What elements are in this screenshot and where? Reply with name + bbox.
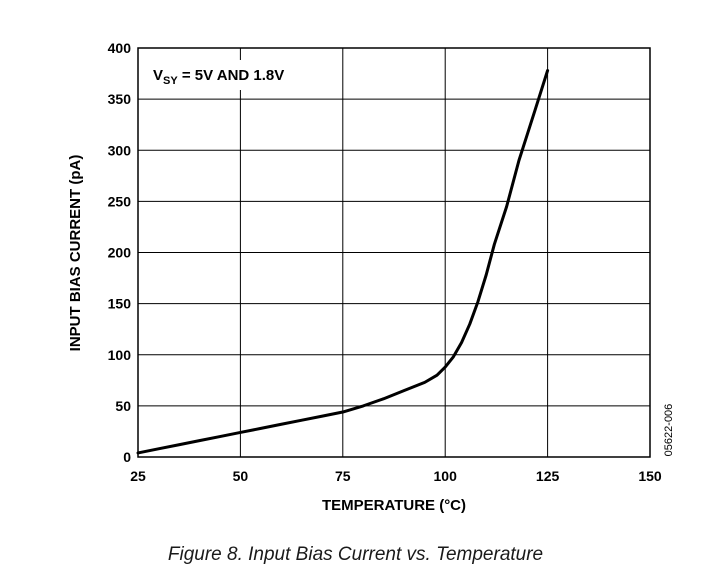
- x-tick-label: 75: [335, 468, 351, 484]
- x-tick-label: 125: [536, 468, 560, 484]
- y-tick-label: 50: [115, 398, 131, 414]
- y-tick-label: 150: [108, 296, 132, 312]
- y-tick-label: 200: [108, 245, 132, 261]
- annotation-subscript: SY: [163, 75, 178, 87]
- x-tick-label: 50: [233, 468, 249, 484]
- x-tick-label: 100: [434, 468, 458, 484]
- annotation-prefix: V: [153, 67, 163, 84]
- figure-code: 05622-006: [663, 404, 675, 457]
- plot-frame: [137, 47, 651, 458]
- y-tick-label: 0: [123, 449, 131, 465]
- x-tick-label: 25: [130, 468, 146, 484]
- x-axis-title: TEMPERATURE (°C): [322, 497, 466, 514]
- x-tick-label: 150: [638, 468, 662, 484]
- y-tick-label: 400: [108, 40, 132, 56]
- plot-area: [136, 69, 550, 455]
- grid: [138, 48, 650, 457]
- svg-text:VSY = 5V AND 1.8V: VSY = 5V AND 1.8V: [153, 67, 284, 87]
- supply-voltage-annotation: VSY = 5V AND 1.8V: [149, 60, 311, 90]
- y-tick-label: 350: [108, 91, 132, 107]
- y-axis-title: INPUT BIAS CURRENT (pA): [67, 155, 84, 352]
- y-tick-label: 100: [108, 347, 132, 363]
- series-line: [136, 69, 550, 455]
- tick-labels: 25 50 75 100 125 150 0 50 100 150 200 250 300 350 400: [108, 40, 662, 484]
- y-tick-label: 300: [108, 142, 132, 158]
- annotation-suffix: = 5V AND 1.8V: [178, 67, 285, 84]
- figure-caption: Figure 8. Input Bias Current vs. Tempera…: [167, 544, 544, 565]
- y-tick-label: 250: [108, 193, 132, 209]
